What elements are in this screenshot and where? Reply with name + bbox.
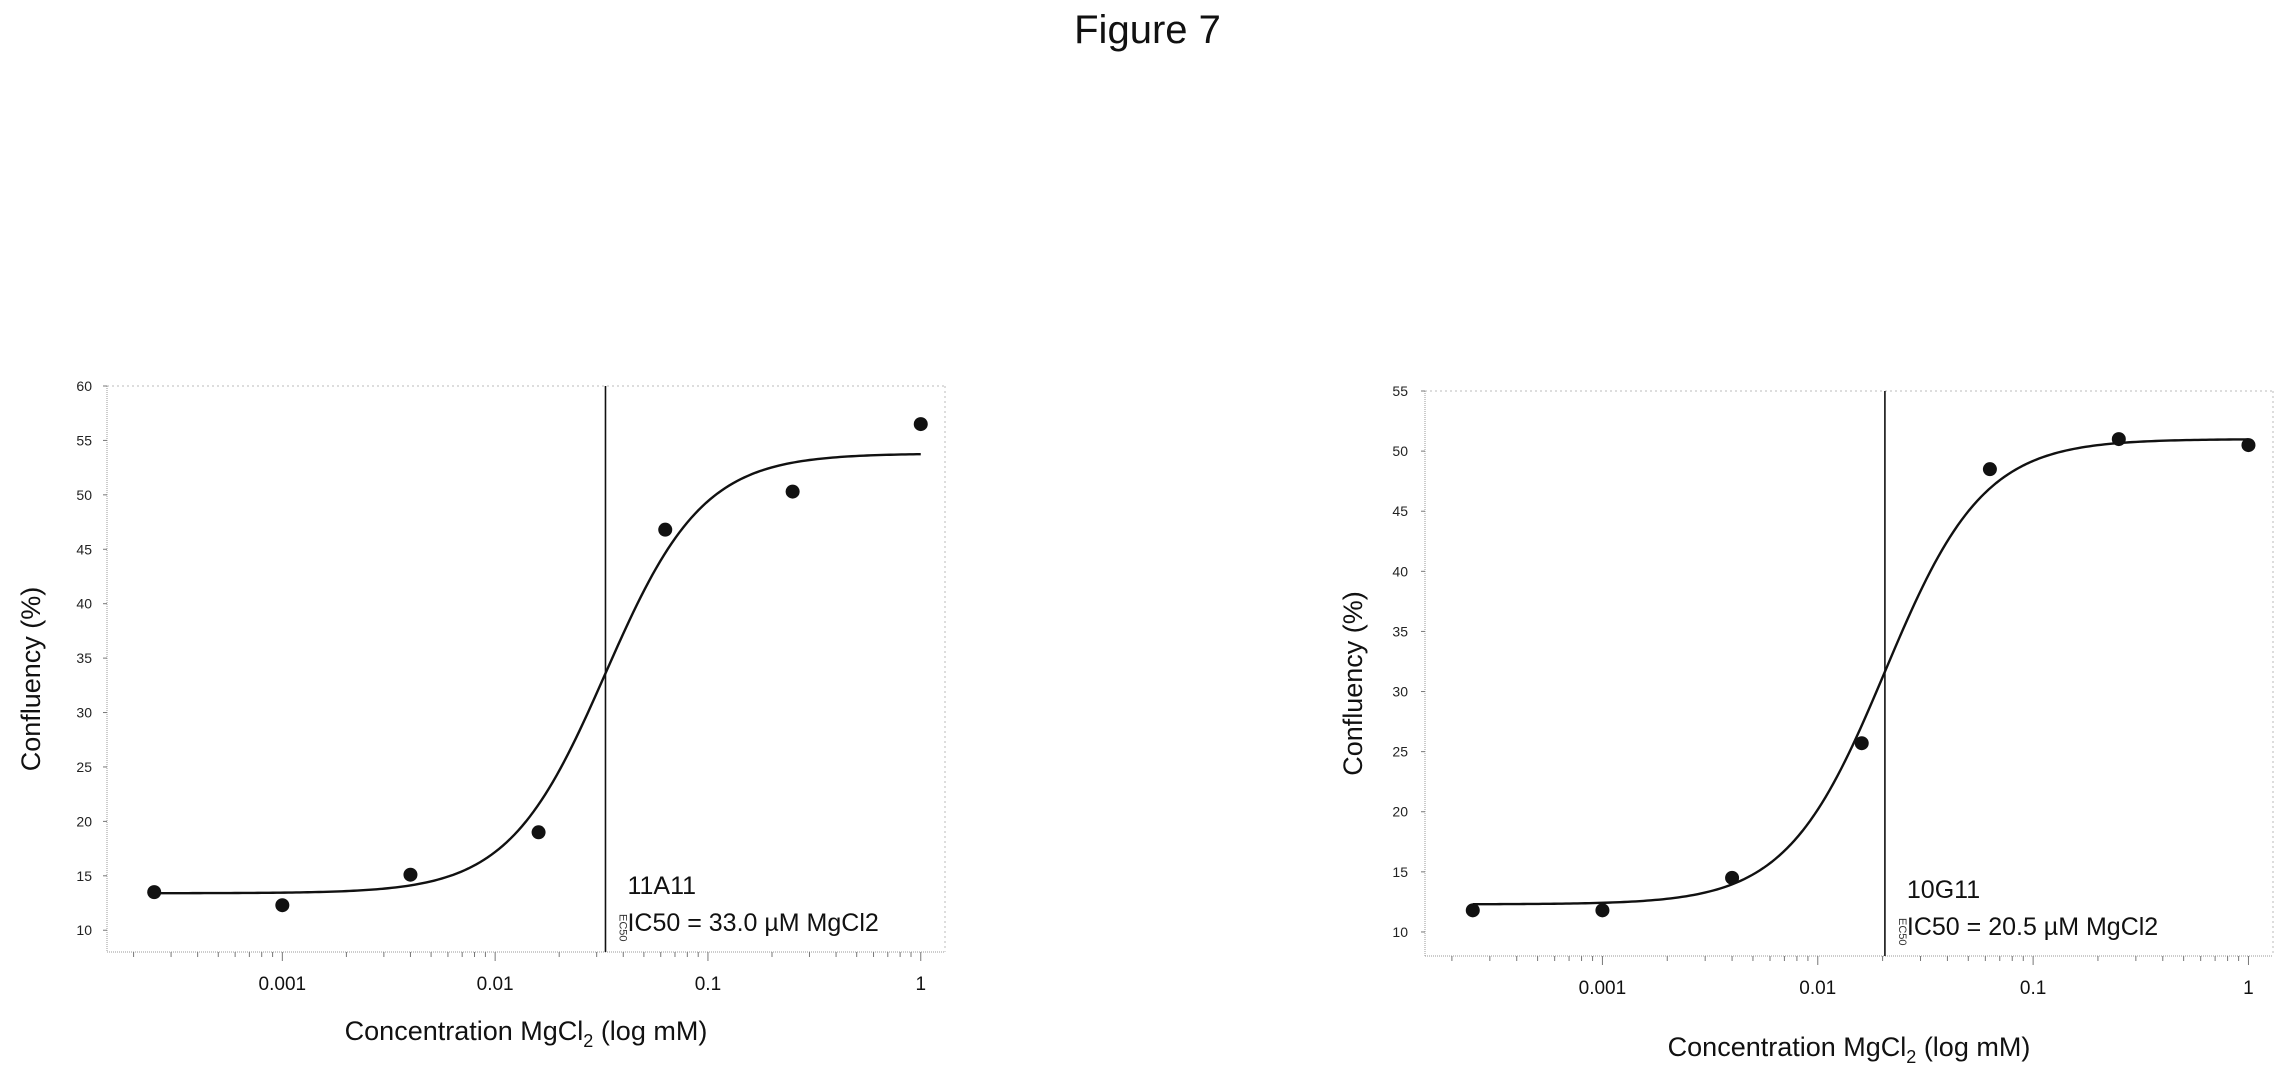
chart-1: 0.001 0.01 0.1 1 10 15 20 25 30 35 40 45 50 55 60 Confl… [16, 378, 946, 1051]
y-tick-label: 50 [1392, 443, 1408, 459]
y-tick-label: 25 [76, 759, 92, 775]
fit-curve [1472, 438, 2249, 906]
data-point [2111, 432, 2126, 447]
y-tick-label: 55 [76, 432, 92, 448]
x-tick-label: 1 [915, 974, 926, 995]
x-tick-label: 0.001 [1579, 978, 1627, 999]
ec50-label: EC50 [616, 914, 628, 942]
y-tick-label: 35 [1392, 623, 1408, 639]
y-tick-label: 35 [76, 650, 92, 666]
chart-2: 0.001 0.01 0.1 1 10 15 20 25 30 35 40 45 50 55 Conflue… [1338, 383, 2274, 1067]
x-axis-title: Concentration MgCl2 (log mM) [345, 1016, 708, 1051]
x-tick-label: 0.01 [1799, 978, 1836, 999]
data-point [1854, 736, 1869, 751]
data-point [147, 885, 162, 900]
y-tick-label: 30 [1392, 684, 1408, 700]
y-tick-label: 15 [76, 868, 92, 884]
fit-curve [154, 452, 921, 895]
y-tick-label: 15 [1392, 864, 1408, 880]
annotation-line: 11A11 [627, 872, 696, 900]
y-tick-label: 20 [1392, 804, 1408, 820]
data-point [2241, 438, 2256, 453]
data-point [531, 825, 546, 840]
data-point [403, 867, 418, 882]
x-tick-label: 0.001 [259, 974, 307, 995]
y-axis-title: Confluency (%) [16, 587, 46, 772]
data-point [1595, 903, 1610, 918]
x-tick-label: 1 [2243, 978, 2254, 999]
data-point [785, 484, 800, 499]
annotation-line: 10G11 [1907, 876, 1980, 904]
data-point [1465, 903, 1480, 918]
y-tick-label: 45 [1392, 503, 1408, 519]
annotation-line: IC50 = 33.0 µM MgCl2 [627, 909, 878, 937]
y-tick-label: 55 [1392, 383, 1408, 399]
x-tick-label: 0.1 [2020, 978, 2046, 999]
y-tick-label: 10 [1392, 924, 1408, 940]
y-tick-label: 40 [1392, 563, 1408, 579]
y-tick-label: 50 [76, 487, 92, 503]
data-point [1982, 462, 1997, 477]
x-axis-title: Concentration MgCl2 (log mM) [1668, 1032, 2031, 1067]
data-point [275, 898, 290, 913]
y-tick-label: 45 [76, 541, 92, 557]
data-point [1725, 870, 1740, 885]
y-tick-label: 25 [1392, 744, 1408, 760]
x-tick-label: 0.01 [477, 974, 514, 995]
data-point [658, 522, 673, 537]
ec50-label: EC50 [1896, 918, 1908, 946]
y-tick-label: 40 [76, 596, 92, 612]
x-tick-label: 0.1 [695, 974, 721, 995]
y-axis-title: Confluency (%) [1338, 591, 1368, 776]
y-tick-label: 20 [76, 813, 92, 829]
y-tick-label: 30 [76, 705, 92, 721]
y-tick-label: 10 [76, 922, 92, 938]
annotation-line: IC50 = 20.5 µM MgCl2 [1907, 913, 2158, 941]
y-tick-label: 60 [76, 378, 92, 394]
figure-title: Figure 7 [1074, 8, 1221, 52]
data-point [913, 417, 928, 432]
